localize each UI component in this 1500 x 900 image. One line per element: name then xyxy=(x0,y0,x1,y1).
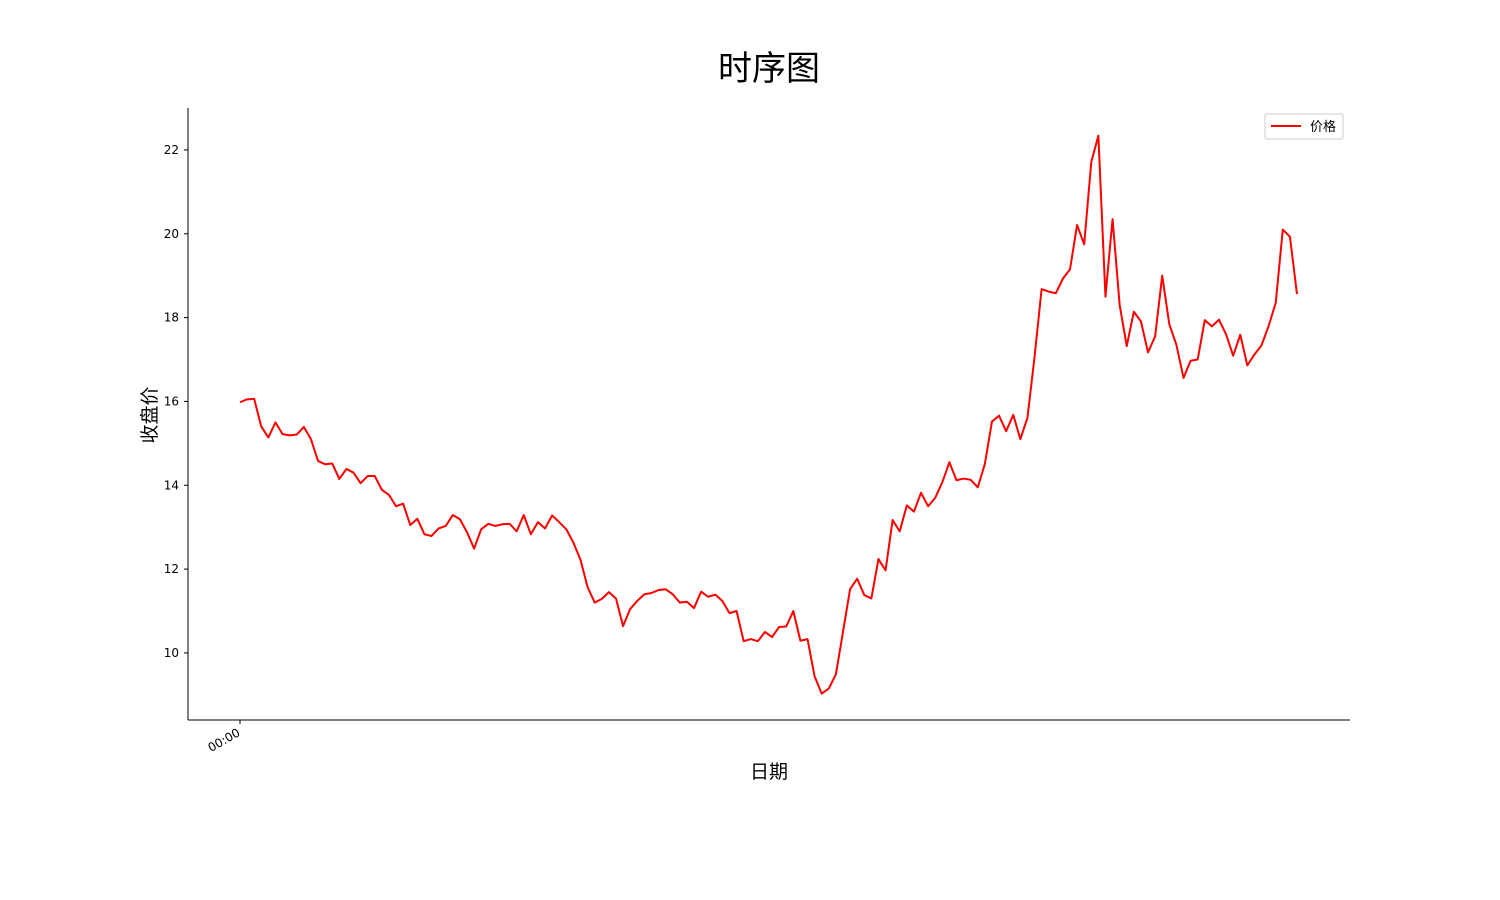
y-tick-label: 18 xyxy=(164,311,179,325)
y-tick-label: 14 xyxy=(164,478,179,492)
y-tick-label: 12 xyxy=(164,562,179,576)
legend: 价格 xyxy=(1264,113,1344,140)
y-tick-label: 16 xyxy=(164,394,179,408)
series-line-0 xyxy=(239,134,1298,695)
legend-label: 价格 xyxy=(1310,119,1336,135)
y-tick-label: 22 xyxy=(164,143,179,157)
x-axis-label: 日期 xyxy=(750,761,788,783)
plot-area: 10 12 14 16 18 20 22 00:00 xyxy=(164,108,1350,755)
series-layer xyxy=(239,134,1298,695)
y-ticks: 10 12 14 16 18 20 22 xyxy=(164,143,188,660)
x-ticks: 00:00 xyxy=(206,720,243,755)
chart-title: 时序图 xyxy=(718,49,820,89)
y-axis-label: 收盘价 xyxy=(139,386,161,443)
x-tick-label: 00:00 xyxy=(206,725,243,754)
y-tick-label: 20 xyxy=(164,227,179,241)
y-tick-label: 10 xyxy=(164,646,179,660)
legend-box xyxy=(1264,113,1344,140)
